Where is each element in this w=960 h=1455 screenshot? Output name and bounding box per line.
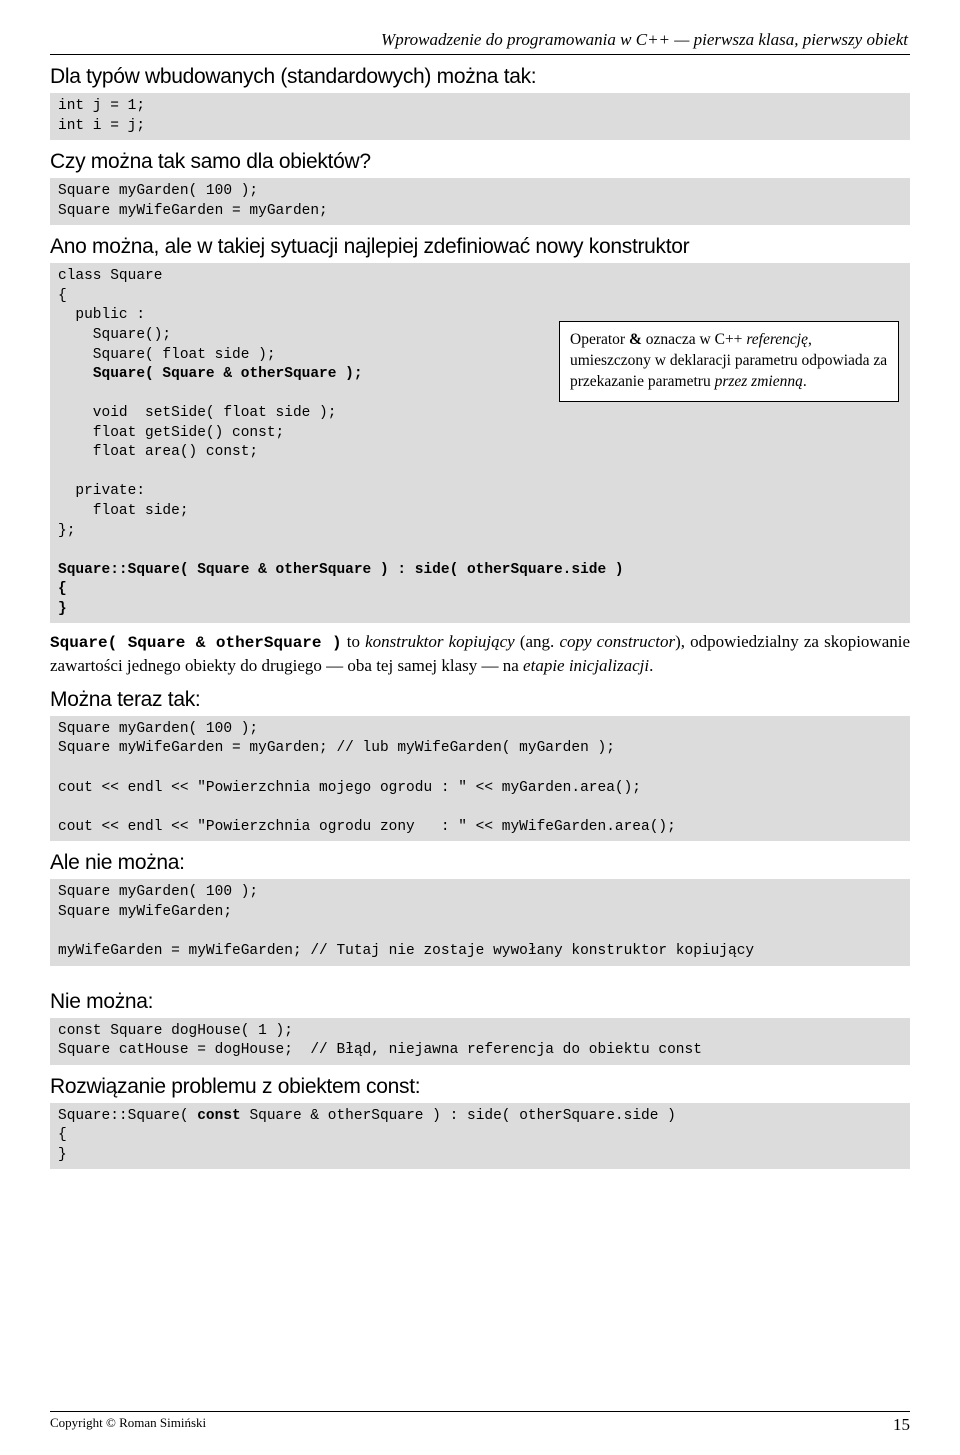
- section-heading-4: Można teraz tak:: [50, 688, 910, 712]
- note-italic: referencję: [746, 331, 808, 348]
- code-text: void setSide( float side ); float getSid…: [58, 405, 336, 538]
- callout-box: Operator & oznacza w C++ referencję, umi…: [559, 321, 899, 402]
- code-block-1: int j = 1; int i = j;: [50, 93, 910, 140]
- section-heading-7: Rozwiązanie problemu z obiektem const:: [50, 1075, 910, 1099]
- code-block-4: Square myGarden( 100 ); Square myWifeGar…: [50, 716, 910, 841]
- code-text: Square myGarden( 100 ); Square myWifeGar…: [58, 884, 258, 920]
- code-block-7: Square::Square( const Square & otherSqua…: [50, 1103, 910, 1170]
- code-text-bold: Square::Square( Square & otherSquare ) :…: [58, 562, 624, 617]
- code-text: Square myGarden( 100 ); Square myWifeGar…: [58, 721, 615, 757]
- para-italic: konstruktor kopiujący: [365, 632, 515, 651]
- note-text: .: [803, 373, 807, 390]
- code-text-bold: const: [197, 1108, 241, 1124]
- footer-page-number: 15: [893, 1415, 910, 1435]
- code-block-3: class Square { public : Square(); Square…: [50, 263, 910, 623]
- para-text: .: [649, 656, 653, 675]
- code-text: Square::Square(: [58, 1108, 197, 1124]
- code-text: cout << endl << "Powierzchnia ogrodu zon…: [58, 819, 676, 835]
- page-footer: Copyright © Roman Simiński 15: [50, 1411, 910, 1435]
- mono-inline: Square( Square & otherSquare ): [50, 634, 342, 652]
- page-header: Wprowadzenie do programowania w C++ — pi…: [50, 30, 910, 54]
- para-italic: copy constructor: [559, 632, 675, 651]
- para-text: to: [342, 632, 366, 651]
- note-text: Operator: [570, 331, 629, 348]
- note-bold: &: [629, 331, 642, 348]
- code-text: cout << endl << "Powierzchnia mojego ogr…: [58, 780, 641, 796]
- section-heading-3: Ano można, ale w takiej sytuacji najlepi…: [50, 235, 910, 259]
- note-text: oznacza w C++: [642, 331, 746, 348]
- section-heading-5: Ale nie można:: [50, 851, 910, 875]
- section-heading-2: Czy można tak samo dla obiektów?: [50, 150, 910, 174]
- code-block-6: const Square dogHouse( 1 ); Square catHo…: [50, 1018, 910, 1065]
- section-heading-6: Nie można:: [50, 990, 910, 1014]
- code-text: myWifeGarden = myWifeGarden; // Tutaj ni…: [58, 943, 754, 959]
- para-italic: etapie inicjalizacji: [523, 656, 649, 675]
- note-italic: przez zmienną: [715, 373, 803, 390]
- code-block-5: Square myGarden( 100 ); Square myWifeGar…: [50, 879, 910, 965]
- paragraph-copy-constructor: Square( Square & otherSquare ) to konstr…: [50, 631, 910, 678]
- code-block-2: Square myGarden( 100 ); Square myWifeGar…: [50, 178, 910, 225]
- code-text: class Square { public : Square(); Square…: [58, 268, 276, 382]
- para-text: (ang.: [515, 632, 560, 651]
- section-heading-1: Dla typów wbudowanych (standardowych) mo…: [50, 65, 910, 89]
- code-text-bold: Square( Square & otherSquare );: [93, 366, 363, 382]
- footer-copyright: Copyright © Roman Simiński: [50, 1415, 206, 1435]
